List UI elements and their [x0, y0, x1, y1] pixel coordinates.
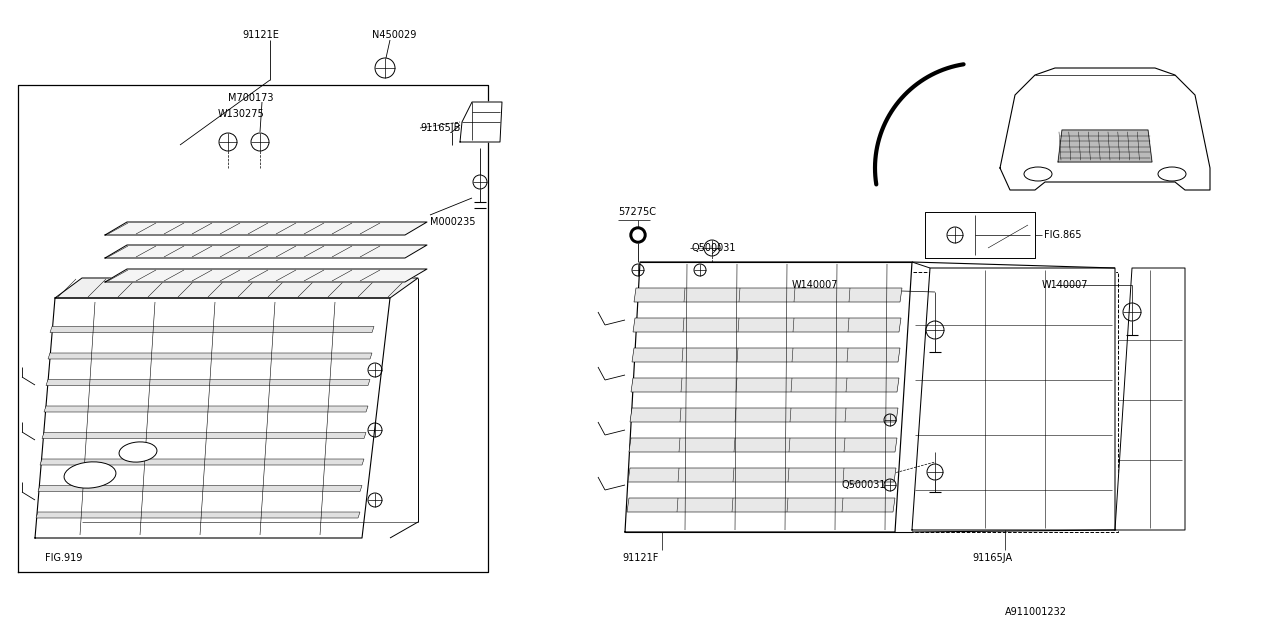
Polygon shape: [46, 380, 370, 385]
Text: W140007: W140007: [1042, 280, 1088, 290]
Polygon shape: [44, 406, 369, 412]
Polygon shape: [625, 262, 911, 532]
Polygon shape: [460, 102, 502, 142]
Circle shape: [630, 227, 646, 243]
Polygon shape: [55, 278, 419, 298]
Polygon shape: [628, 468, 896, 482]
Text: FIG.919: FIG.919: [45, 553, 82, 563]
Polygon shape: [630, 408, 899, 422]
Polygon shape: [105, 269, 428, 282]
Text: 91121F: 91121F: [622, 553, 658, 563]
Ellipse shape: [64, 462, 116, 488]
Text: M000235: M000235: [430, 217, 475, 227]
Polygon shape: [634, 318, 901, 332]
Polygon shape: [105, 222, 428, 235]
Circle shape: [634, 230, 643, 240]
Ellipse shape: [1158, 167, 1187, 181]
Text: 91165JB: 91165JB: [420, 123, 461, 133]
Polygon shape: [40, 459, 364, 465]
Polygon shape: [35, 298, 390, 538]
Polygon shape: [911, 268, 1115, 530]
Polygon shape: [628, 438, 897, 452]
Polygon shape: [105, 245, 428, 258]
Text: 57275C: 57275C: [618, 207, 657, 217]
Polygon shape: [632, 348, 900, 362]
Text: Q500031: Q500031: [692, 243, 736, 253]
Polygon shape: [38, 486, 362, 492]
Text: W130275: W130275: [218, 109, 265, 119]
Text: A911001232: A911001232: [1005, 607, 1068, 617]
Polygon shape: [49, 353, 372, 359]
Ellipse shape: [119, 442, 157, 462]
Polygon shape: [627, 498, 895, 512]
Text: M700173: M700173: [228, 93, 274, 103]
Polygon shape: [1115, 268, 1185, 530]
Text: W140007: W140007: [792, 280, 838, 290]
Polygon shape: [634, 288, 902, 302]
Polygon shape: [631, 378, 899, 392]
Polygon shape: [36, 512, 360, 518]
Polygon shape: [42, 433, 366, 438]
Polygon shape: [1059, 130, 1152, 162]
Polygon shape: [1000, 68, 1210, 190]
Text: 91121E: 91121E: [242, 30, 279, 40]
Text: Q500031: Q500031: [842, 480, 887, 490]
Text: N450029: N450029: [372, 30, 416, 40]
Text: FIG.865: FIG.865: [1044, 230, 1082, 240]
Polygon shape: [50, 326, 374, 333]
Text: 91165JA: 91165JA: [972, 553, 1012, 563]
Ellipse shape: [1024, 167, 1052, 181]
